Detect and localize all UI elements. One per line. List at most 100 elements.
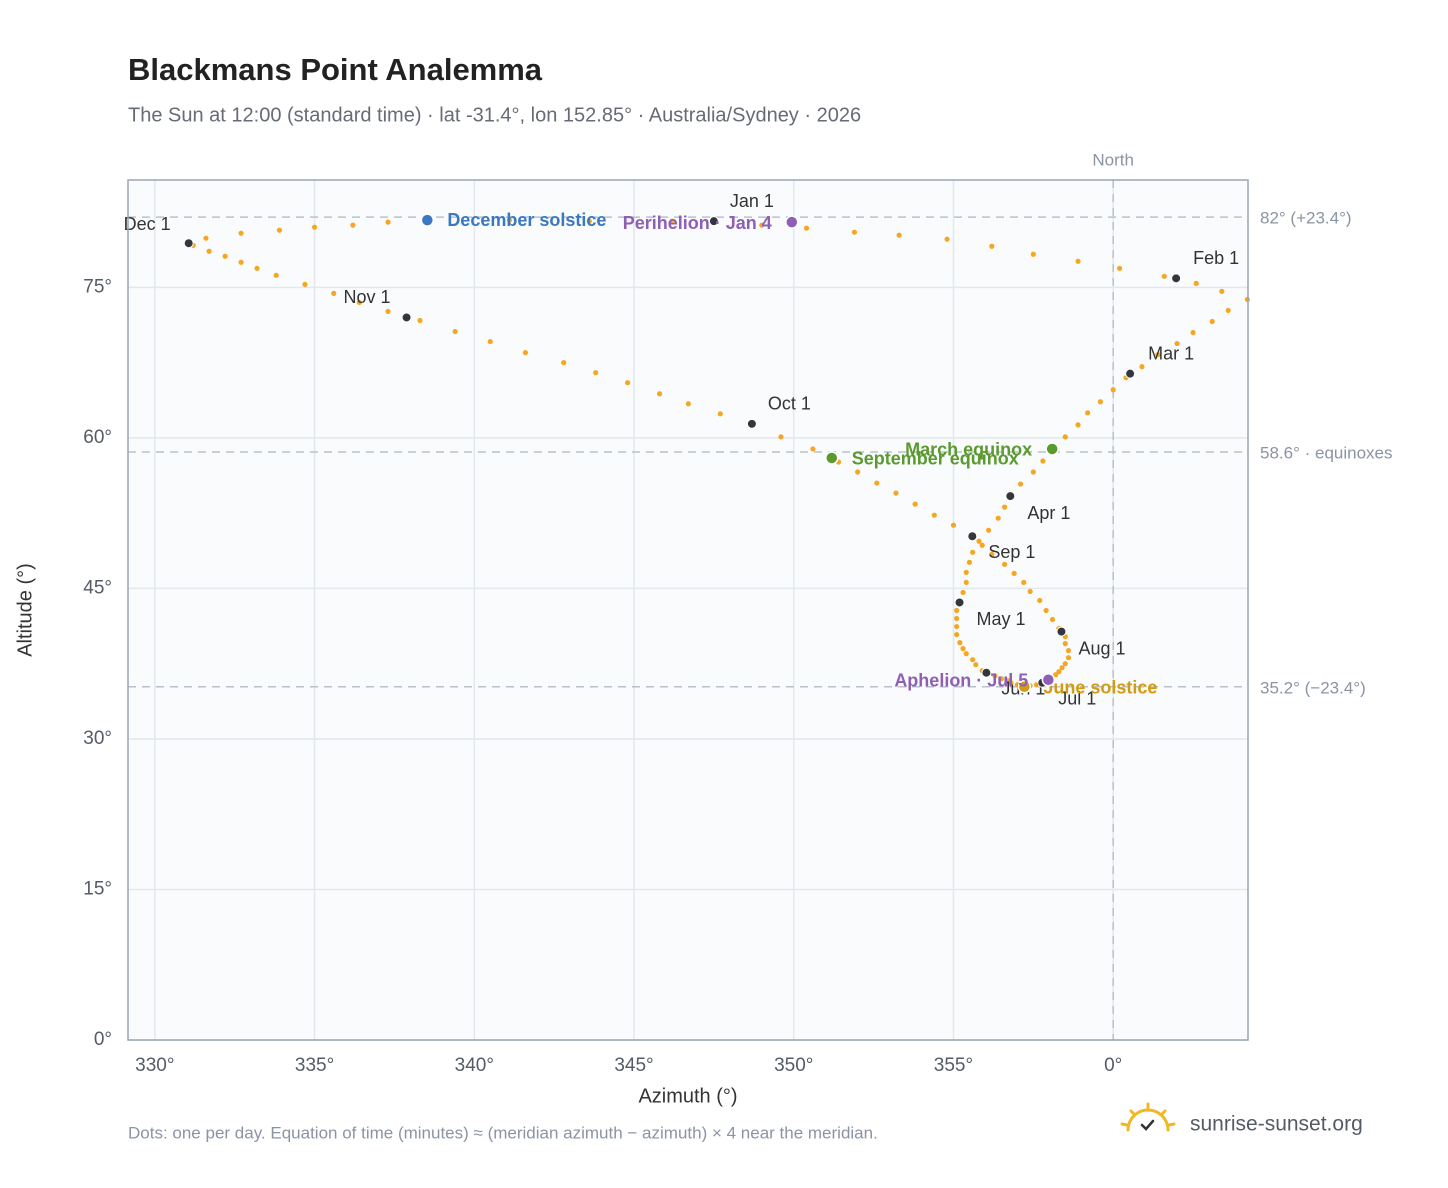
daily-dot — [896, 232, 902, 238]
daily-dot — [1116, 265, 1123, 271]
event-label: September equinox — [852, 449, 1019, 469]
daily-dot — [992, 673, 998, 679]
daily-dot — [979, 542, 985, 548]
daily-dot — [1065, 655, 1072, 661]
daily-dot — [656, 391, 663, 397]
month-label: Sep 1 — [988, 542, 1035, 562]
event-marker — [1045, 442, 1059, 456]
daily-dot — [206, 248, 212, 254]
daily-dot — [1219, 288, 1225, 294]
daily-dot — [1001, 561, 1008, 567]
daily-dot — [1065, 648, 1072, 654]
daily-dot — [273, 272, 279, 278]
x-axis-label: Azimuth (°) — [638, 1085, 737, 1107]
daily-dot — [222, 253, 228, 259]
daily-dot — [950, 522, 957, 528]
y-tick-label: 45° — [83, 577, 112, 598]
daily-dot — [254, 265, 260, 271]
daily-dot — [1085, 410, 1091, 416]
daily-dot — [1097, 399, 1104, 405]
daily-dot — [522, 350, 528, 356]
daily-dot — [1056, 669, 1062, 675]
daily-dot — [385, 219, 391, 225]
event-marker — [825, 451, 839, 465]
month-marker — [1005, 491, 1016, 502]
daily-dot — [417, 317, 423, 324]
daily-dot — [203, 235, 209, 241]
y-tick-label: 30° — [83, 728, 112, 749]
month-marker — [1125, 368, 1136, 379]
daily-dot — [1062, 641, 1068, 647]
daily-dot — [1017, 481, 1024, 487]
x-tick-label: 345° — [614, 1055, 653, 1076]
daily-dot — [1001, 504, 1008, 510]
daily-dot — [893, 490, 899, 496]
daily-dot — [1059, 665, 1065, 671]
daily-dot — [963, 651, 969, 657]
daily-dot — [957, 640, 963, 646]
month-label: May 1 — [977, 609, 1026, 629]
month-label: Dec 1 — [124, 214, 171, 234]
daily-dot — [931, 512, 937, 518]
daily-dot — [778, 434, 784, 440]
month-marker — [746, 418, 757, 429]
daily-dot — [238, 230, 244, 236]
x-tick-label: 330° — [135, 1055, 174, 1076]
x-tick-label: 0° — [1104, 1055, 1122, 1076]
month-marker — [967, 531, 978, 542]
brand-name: sunrise-sunset.org — [1190, 1113, 1363, 1136]
event-label: Perihelion · Jan 4 — [623, 213, 772, 233]
daily-dot — [1049, 616, 1056, 623]
daily-dot — [356, 299, 362, 306]
daily-dot — [759, 222, 765, 228]
daily-dot — [1011, 570, 1017, 576]
daily-dot — [944, 236, 950, 242]
daily-dot — [1075, 258, 1081, 264]
daily-dot — [1030, 251, 1036, 257]
daily-dot — [487, 338, 493, 345]
daily-dot — [331, 290, 337, 296]
x-tick-label: 350° — [774, 1055, 813, 1076]
daily-dot — [1209, 318, 1215, 325]
daily-dot — [1161, 273, 1167, 279]
month-label: Jan 1 — [730, 191, 774, 211]
daily-dot — [506, 217, 513, 223]
daily-dot — [1037, 597, 1043, 604]
daily-dot — [586, 218, 592, 224]
daily-dot — [1008, 680, 1014, 686]
footnote: Dots: one per day. Equation of time (min… — [128, 1123, 878, 1142]
daily-dot — [995, 515, 1001, 521]
y-tick-label: 60° — [83, 427, 112, 448]
brand-logo — [1120, 1102, 1176, 1132]
x-tick-label: 355° — [934, 1055, 973, 1076]
month-marker — [401, 312, 412, 323]
daily-dot — [311, 224, 318, 230]
daily-dot — [1075, 422, 1081, 428]
daily-dot — [810, 446, 816, 452]
daily-dot — [1062, 434, 1068, 440]
north-label: North — [1092, 150, 1134, 169]
daily-dot — [276, 227, 283, 233]
daily-dot — [302, 281, 308, 287]
daily-dot — [1110, 387, 1116, 393]
y-tick-label: 0° — [94, 1029, 112, 1050]
daily-dot — [855, 469, 861, 475]
daily-dot — [966, 559, 973, 565]
reference-label: 35.2° (−23.4°) — [1260, 678, 1366, 697]
daily-dot — [851, 229, 858, 235]
daily-dot — [1193, 280, 1199, 286]
plot-background — [128, 180, 1248, 1040]
month-marker — [981, 667, 992, 678]
chart-subtitle: The Sun at 12:00 (standard time) · lat -… — [128, 104, 861, 126]
daily-dot — [385, 308, 391, 315]
event-marker — [420, 213, 435, 227]
daily-dot — [954, 623, 960, 630]
daily-dot — [669, 218, 675, 224]
month-label: Oct 1 — [768, 394, 811, 414]
daily-dot — [960, 646, 966, 652]
chart-title: Blackmans Point Analemma — [128, 52, 543, 87]
daily-dot — [238, 259, 244, 265]
reference-label: 58.6° · equinoxes — [1260, 443, 1393, 462]
